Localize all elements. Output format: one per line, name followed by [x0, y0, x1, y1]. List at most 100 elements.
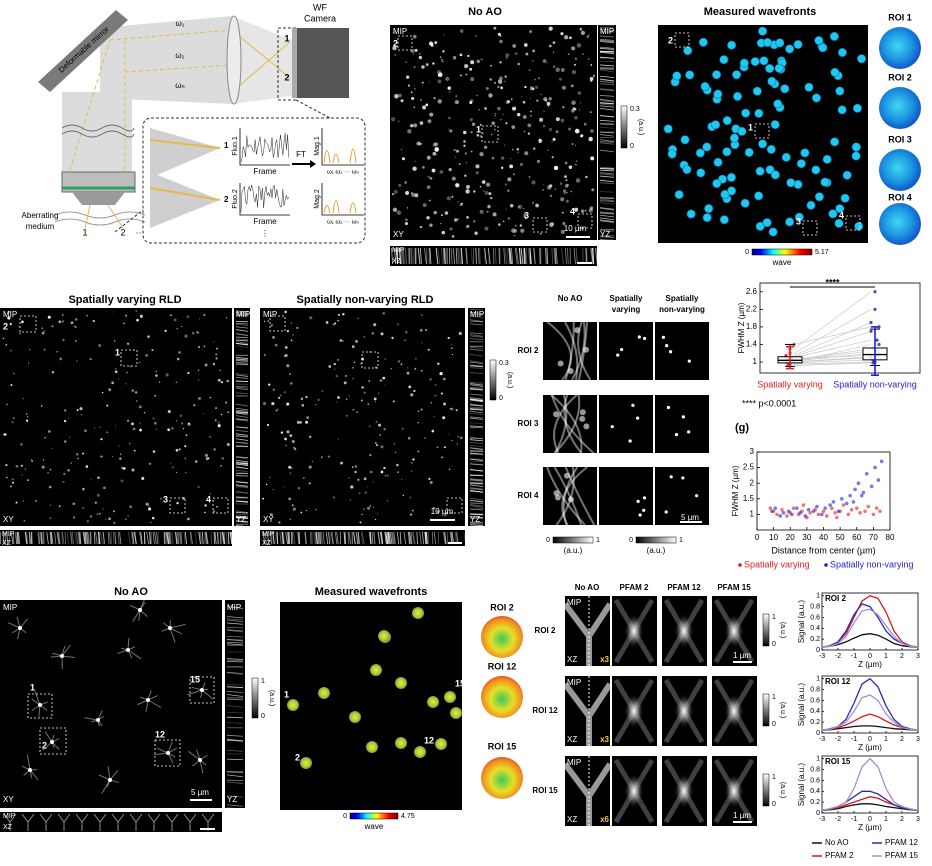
bead	[575, 178, 581, 183]
bead	[546, 101, 551, 106]
bead	[434, 142, 439, 147]
bead	[412, 54, 414, 56]
label: 3	[524, 210, 529, 220]
bead	[458, 163, 461, 166]
bead	[341, 339, 344, 343]
bead	[564, 175, 567, 178]
bead	[470, 150, 473, 153]
label: x3	[600, 655, 609, 664]
x-tick-label: 0	[868, 653, 872, 660]
roi-box	[39, 727, 67, 755]
bead	[185, 434, 188, 436]
bead	[113, 340, 116, 342]
roi-image	[655, 322, 709, 380]
streak	[226, 716, 244, 719]
bead	[443, 446, 446, 449]
bead	[529, 97, 532, 100]
point	[820, 512, 824, 517]
bead	[292, 334, 294, 336]
wavefront-spot	[702, 142, 712, 152]
bead	[489, 196, 493, 200]
y-tick-label: 0.6	[810, 697, 820, 704]
label: ROI 4	[888, 192, 912, 202]
point	[801, 503, 806, 507]
bead	[139, 428, 142, 432]
bead	[449, 129, 453, 133]
streak	[235, 332, 249, 336]
streak	[78, 531, 81, 545]
streak	[235, 433, 249, 436]
bead	[587, 34, 590, 37]
bead	[407, 436, 411, 440]
streak	[455, 247, 458, 265]
bead	[82, 452, 84, 455]
bead	[286, 402, 290, 406]
label: wave	[772, 258, 792, 267]
streak	[71, 531, 74, 545]
wavefront-spot	[741, 108, 751, 118]
bead	[380, 470, 384, 474]
streak	[599, 229, 615, 232]
streak	[146, 531, 149, 545]
streak	[325, 531, 329, 545]
streak	[469, 474, 484, 476]
filament	[564, 321, 579, 381]
streak	[463, 531, 467, 545]
bead	[396, 323, 400, 326]
streak	[235, 343, 249, 346]
bead	[187, 422, 190, 425]
wavefront-disc	[879, 149, 921, 191]
point	[786, 509, 791, 514]
bead	[209, 396, 211, 399]
streak	[235, 338, 249, 341]
point	[825, 514, 829, 518]
bead	[511, 125, 516, 130]
bead	[401, 428, 404, 430]
x-tick-label: 80	[886, 533, 895, 542]
roi-box	[361, 351, 379, 369]
bead	[175, 471, 178, 473]
wavefront-spot	[696, 168, 706, 178]
streak	[149, 531, 152, 545]
label: MIP	[3, 813, 16, 820]
streak	[599, 105, 615, 108]
bead	[407, 129, 412, 134]
label: 1 µm	[733, 811, 751, 820]
bead	[552, 41, 556, 44]
bead	[512, 106, 517, 111]
bead	[47, 472, 49, 474]
streak	[235, 329, 249, 332]
bead	[111, 381, 114, 385]
bead	[397, 471, 399, 473]
bead	[269, 476, 271, 479]
x-tick-label: -2	[835, 736, 841, 743]
bead	[450, 407, 454, 411]
streak	[469, 393, 484, 396]
bead	[74, 340, 77, 343]
streak	[590, 247, 593, 265]
bead	[505, 53, 510, 58]
bead	[83, 429, 87, 433]
streak	[516, 247, 519, 265]
bead	[476, 134, 480, 137]
bead	[420, 369, 423, 372]
streak	[165, 531, 168, 545]
streak	[599, 38, 615, 41]
point	[871, 512, 876, 517]
bead	[89, 358, 92, 361]
bead	[167, 428, 171, 432]
bead	[284, 310, 287, 314]
label: 2	[42, 740, 47, 750]
bead	[540, 93, 542, 95]
bead	[448, 116, 451, 120]
streak	[469, 335, 484, 338]
x-tick-label: 0	[868, 816, 872, 823]
bead	[628, 439, 632, 443]
streak	[235, 409, 249, 412]
streak	[469, 417, 484, 420]
bead	[446, 196, 451, 201]
bead	[447, 336, 450, 340]
streak	[469, 410, 484, 414]
streak	[599, 166, 615, 169]
bead	[642, 496, 647, 500]
